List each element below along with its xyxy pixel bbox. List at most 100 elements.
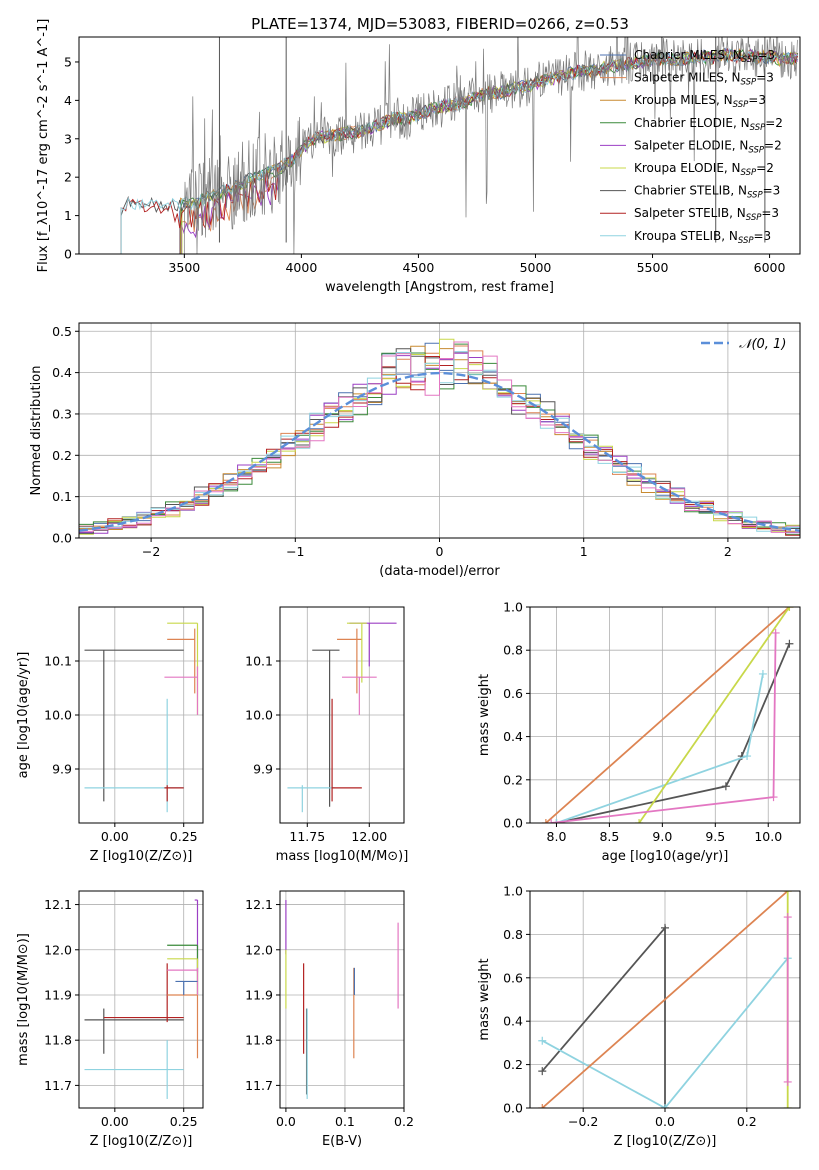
y-tick-label: 0.6 <box>503 970 523 985</box>
x-tick-label: −0.2 <box>568 1114 598 1129</box>
y-tick-label: 0.3 <box>52 406 72 421</box>
mass-weight-marker <box>538 1036 547 1045</box>
mass-weight-marker <box>547 819 556 823</box>
x-tick-label: 5000 <box>520 260 552 275</box>
y-tick-label: 12.0 <box>245 942 273 957</box>
y-tick-label: 10.0 <box>44 708 72 723</box>
mass-weight-marker <box>783 913 792 922</box>
x-axis-label: Z [log10(Z/Z⊙)] <box>90 849 193 864</box>
y-axis-label: age [log10(age/yr)] <box>16 652 31 779</box>
x-tick-label: 0.2 <box>394 1114 414 1129</box>
model-line-kroupa_stelib <box>120 48 798 254</box>
y-tick-label: 1.0 <box>503 600 523 615</box>
mass_vs_Z-marks <box>84 899 199 1099</box>
x-tick-label: 0.25 <box>170 1114 198 1129</box>
x-tick-label: 0.00 <box>101 829 129 844</box>
y-tick-label: 0.4 <box>503 729 523 744</box>
mass-weight-marker <box>743 752 752 761</box>
y-tick-label: 0.0 <box>52 531 72 546</box>
x-tick-label: 8.5 <box>599 829 619 844</box>
x-tick-label: 0.2 <box>737 1114 757 1129</box>
y-tick-label: 10.1 <box>44 654 72 669</box>
mass_weight_vs_Z-panel: −0.2 0.0 0.2 0.0 0.2 0.4 0.6 0.8 1.0 Z [log10(Z/Z… <box>477 884 801 1149</box>
mass-weight-line <box>545 607 790 823</box>
x-tick-label: 9.5 <box>705 829 725 844</box>
x-axis-label: (data-model)/error <box>379 564 500 579</box>
legend-label: Chabrier ELODIE, NSSP=2 <box>634 116 783 133</box>
y-tick-label: 10.1 <box>245 654 273 669</box>
mass-weight-marker <box>783 1077 792 1086</box>
y-tick-label: 0.8 <box>503 643 523 658</box>
histogram-kroupa_elodie <box>79 338 800 535</box>
mass-weight-marker <box>538 1067 547 1076</box>
y-tick-label: 12.1 <box>44 897 72 912</box>
legend-label: Salpeter STELIB, NSSP=3 <box>634 206 779 223</box>
x-tick-label: 6000 <box>754 260 786 275</box>
y-tick-label: 5 <box>64 54 72 69</box>
spectrum-frame <box>78 36 801 255</box>
y-tick-label: 1.0 <box>503 884 523 899</box>
residuals-marks <box>79 338 800 536</box>
mass-weight-line <box>551 632 777 823</box>
mass_weight_vs_Z-marks <box>538 891 792 1108</box>
y-tick-label: 0.4 <box>503 1014 523 1029</box>
y-tick-label: 0.1 <box>52 489 72 504</box>
x-tick-label: 5500 <box>637 260 669 275</box>
y-tick-label: 12.1 <box>245 897 273 912</box>
x-tick-label: 11.75 <box>289 829 325 844</box>
x-tick-label: 9.0 <box>652 829 672 844</box>
x-tick-label: −2 <box>142 544 160 559</box>
legend-label: Chabrier MILES, NSSP=3 <box>634 48 775 65</box>
legend-label: Salpeter MILES, NSSP=3 <box>634 71 774 88</box>
legend-label: Kroupa STELIB, NSSP=3 <box>634 229 771 246</box>
mass-weight-line <box>556 643 791 823</box>
age_vs_Z-panel: 0.00 0.25 9.9 10.0 10.1 Z [log10(Z/Z⊙)] age [l… <box>16 606 204 864</box>
y-axis-label: Normed distribution <box>29 366 44 496</box>
age_vs_mass-panel: 11.75 12.00 9.9 10.0 10.1 mass [log10(M/M⊙)] <box>245 606 409 864</box>
x-tick-label: 1 <box>580 544 588 559</box>
x-tick-label: 4000 <box>285 260 317 275</box>
x-tick-label: 0.0 <box>276 1114 296 1129</box>
x-tick-label: 0.1 <box>335 1114 355 1129</box>
mass-weight-marker <box>783 891 792 895</box>
mass-weight-line <box>638 607 791 823</box>
mass-weight-marker <box>721 782 730 791</box>
mass-weight-marker <box>661 1104 669 1108</box>
figure-title: PLATE=1374, MJD=53083, FIBERID=0266, z=0… <box>251 15 629 33</box>
x-axis-label: E(B-V) <box>322 1134 362 1149</box>
y-tick-label: 1 <box>64 208 72 223</box>
mass-weight-marker <box>783 1104 792 1108</box>
x-axis-label: mass [log10(M/M⊙)] <box>276 849 409 864</box>
y-tick-label: 0.2 <box>503 772 523 787</box>
mass-weight-marker <box>771 628 780 637</box>
y-tick-label: 3 <box>64 131 72 146</box>
y-tick-label: 11.9 <box>44 987 72 1002</box>
mass-weight-line <box>541 957 789 1108</box>
mass-weight-marker <box>785 607 794 611</box>
mass_weight_vs_age-frame <box>529 606 801 824</box>
y-axis-label: mass weight <box>477 674 492 756</box>
spectrum-panel: 3500 4000 4500 5000 5500 6000 0 1 2 3 4 5 wavelength… <box>36 19 801 295</box>
y-tick-label: 0.8 <box>503 927 523 942</box>
mass_weight_vs_age-panel: 8.0 8.5 9.0 9.5 10.0 0.0 0.2 0.4 0.6 0.8 1.0 age [l… <box>477 600 801 864</box>
mass-weight-marker <box>538 1104 547 1108</box>
y-tick-label: 11.7 <box>44 1078 72 1093</box>
mass_vs_ebv-frame <box>279 890 405 1109</box>
mass_weight_vs_age-marks <box>541 607 794 823</box>
mass-weight-marker <box>541 819 550 823</box>
y-axis-label: Flux [f_λ10^-17 erg cm^-2 s^-1 A^-1] <box>36 19 51 273</box>
mass_vs_Z-panel: 0.00 0.25 11.7 11.8 11.9 12.0 12.1 Z [log10(Z/Z… <box>16 890 204 1149</box>
x-tick-label: 0.25 <box>170 829 198 844</box>
x-axis-label: Z [log10(Z/Z⊙)] <box>614 1134 717 1149</box>
y-tick-label: 10.0 <box>245 708 273 723</box>
legend-label: Salpeter ELODIE, NSSP=2 <box>634 138 782 155</box>
x-tick-label: 0 <box>436 544 444 559</box>
age_vs_Z-marks <box>84 622 199 813</box>
legend-label: 𝒩(0, 1) <box>739 337 786 352</box>
y-tick-label: 0.5 <box>52 324 72 339</box>
legend-label: Kroupa MILES, NSSP=3 <box>634 93 766 110</box>
y-tick-label: 4 <box>64 93 72 108</box>
y-tick-label: 11.7 <box>245 1078 273 1093</box>
x-tick-label: 10.0 <box>754 829 782 844</box>
y-tick-label: 0.2 <box>52 448 72 463</box>
